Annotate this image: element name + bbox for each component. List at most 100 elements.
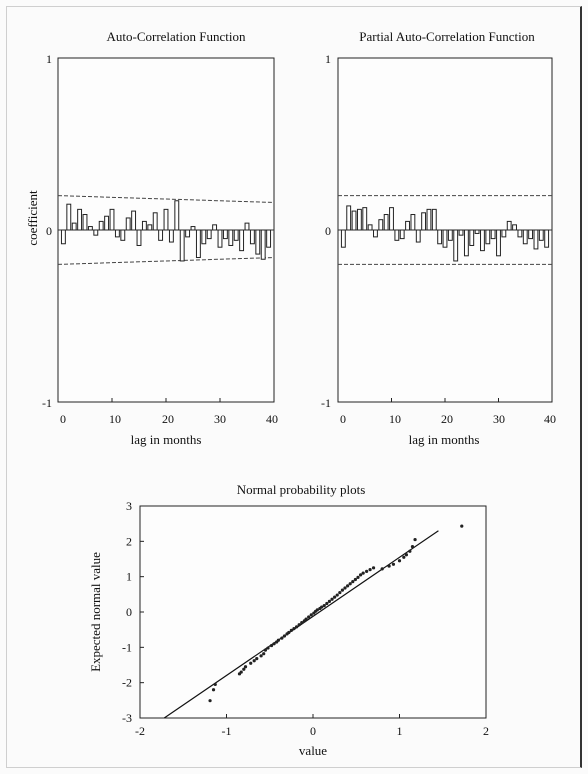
acf-bar [217,229,223,248]
acf-title: Auto-Correlation Function [106,29,246,44]
pacf-bar [394,229,400,241]
npp-xtick-label: -1 [222,724,232,738]
acf-bar [239,229,245,252]
npp-point [292,627,296,631]
pacf-bar [496,229,501,257]
npp-point [353,577,357,582]
acf-bar [82,214,88,231]
npp-point [338,590,342,595]
npp-point [208,699,212,703]
npp-point [252,659,256,663]
acf-bar [195,229,201,259]
pacf-x-axis-label: lag in months [409,432,480,447]
npp-point [408,549,412,553]
pacf-data-layer [337,195,553,402]
npp-title: Normal probability plots [237,482,366,497]
npp-point [365,569,369,573]
acf-bar [71,222,77,231]
npp-point [263,648,268,652]
pacf-bar [469,229,475,246]
npp-point [269,643,274,648]
npp-point [242,667,246,671]
npp-point [266,646,270,650]
acf-xtick-label: 40 [266,412,278,426]
acf-bar [125,217,131,231]
npp-point [289,628,293,632]
npp-point [340,588,345,592]
npp-point [320,605,324,609]
acf-bar [244,222,250,231]
acf-bar [66,203,72,231]
pacf-bar [490,229,496,240]
acf-bar [109,208,115,231]
normal-probability-panel: Normal probability plots -2 -1 0 1 2 3 2 1 0 -1 -2… [88,482,489,758]
acf-lower-confidence-line [57,257,275,265]
pacf-bar [437,229,443,245]
acf-xtick-label: 0 [60,412,66,426]
pacf-bar [463,229,469,257]
npp-point [315,608,319,612]
pacf-bar [480,229,485,252]
npp-point [300,621,304,625]
npp-point [371,566,376,570]
npp-point [368,568,372,572]
npp-ytick-label: 3 [126,499,132,513]
npp-point [239,670,243,674]
pacf-bar [506,220,512,231]
npp-ytick-label: 1 [126,570,132,584]
npp-xtick-label: 1 [397,724,403,738]
acf-bar [201,229,207,245]
pacf-bar [405,220,410,231]
npp-point [351,580,355,584]
pacf-bar [351,210,357,231]
npp-point [259,654,263,658]
pacf-bar [362,207,368,231]
pacf-bar [421,212,427,231]
npp-point [304,617,308,621]
npp-xtick-label: 2 [483,724,489,738]
npp-point [343,586,347,590]
acf-bar [131,210,137,231]
npp-point [243,665,248,669]
npp-point [294,625,299,629]
npp-point [287,630,291,635]
npp-point [402,555,406,559]
acf-bar [60,229,66,245]
acf-bar [141,220,147,231]
acf-bar [104,215,110,231]
npp-point [410,545,415,549]
acf-xtick-label: 10 [109,412,121,426]
npp-point [404,553,409,557]
npp-point [297,623,301,627]
acf-bar [212,224,218,231]
acf-bar [228,229,234,246]
pacf-bar [426,208,432,231]
pacf-bar [538,229,544,241]
pacf-bar [512,224,517,231]
npp-point [262,652,266,656]
npp-point [333,595,337,599]
acf-bar [185,229,191,238]
npp-point [211,688,216,692]
npp-xtick-label: 0 [310,724,316,738]
acf-bar [260,229,266,260]
pacf-bar [389,207,394,231]
pacf-bar [399,229,405,240]
pacf-xtick-label: 0 [340,412,346,426]
pacf-bar [522,229,528,245]
figure-frame [6,6,582,768]
pacf-bar [517,229,523,238]
npp-point [330,597,334,601]
npp-point [380,567,384,571]
npp-xtick-label: -2 [135,724,145,738]
pacf-bar [373,229,378,238]
pacf-bar [447,229,453,241]
npp-point [325,601,329,606]
pacf-bar [383,214,389,231]
npp-point [282,634,287,638]
acf-bar [152,212,158,231]
pacf-bar [431,208,437,231]
npp-ytick-label: 2 [126,534,132,548]
acf-bar [114,229,120,238]
